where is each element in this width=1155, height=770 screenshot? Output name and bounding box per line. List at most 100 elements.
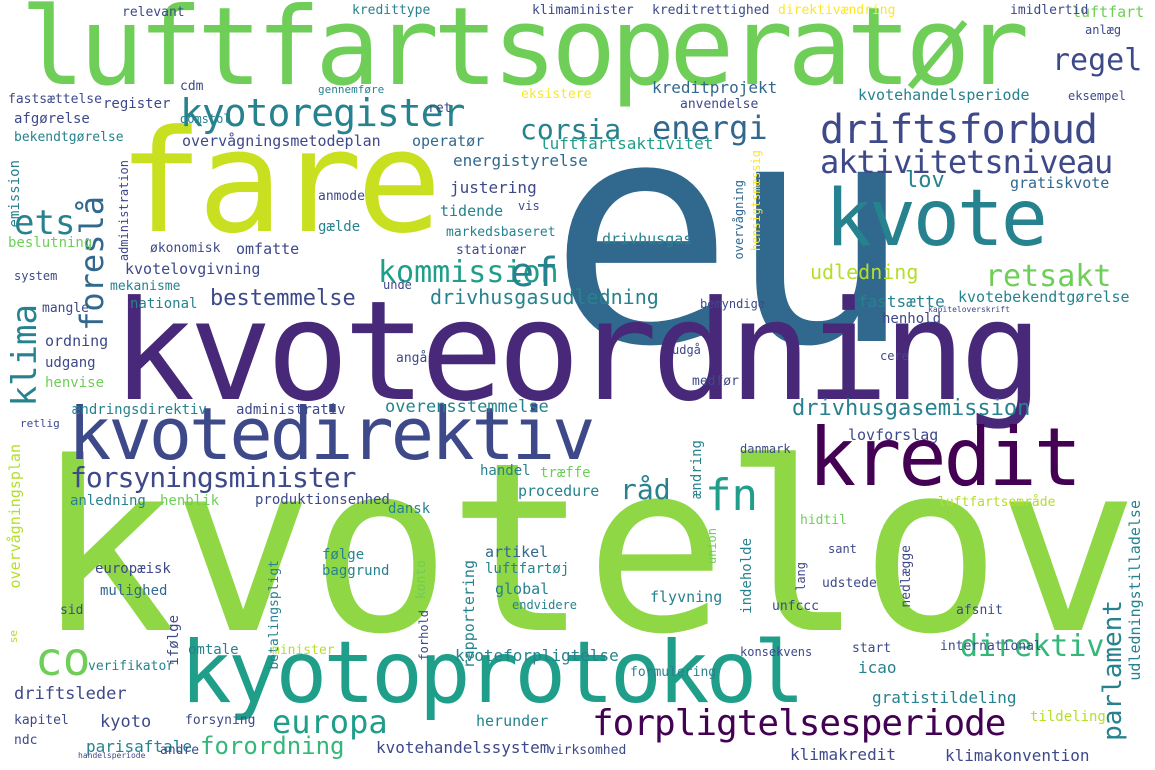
word-ets: ets — [14, 203, 76, 243]
word-kvotelov: kvotelov — [35, 413, 1139, 686]
word-relevant: relevant — [122, 5, 185, 20]
word-overvagningsplan: overvågningsplan — [6, 444, 24, 589]
word-formulering: formulering — [630, 665, 717, 680]
word-beslutning: beslutning — [8, 235, 93, 251]
word-ndc: ndc — [14, 733, 38, 748]
word-aendring: ændring — [689, 440, 705, 500]
word-forhold: forhold — [417, 610, 431, 661]
word-fare: fare — [118, 100, 442, 265]
word-sid: sid — [60, 603, 84, 618]
word-administration: administration — [117, 160, 131, 262]
word-afgorelse: afgørelse — [14, 111, 90, 127]
word-lov: lov — [905, 168, 945, 193]
word-flyvning: flyvning — [650, 588, 723, 606]
word-kvote: kvote — [825, 174, 1048, 264]
word-union: union — [705, 528, 719, 565]
word-folge: følge — [322, 547, 365, 563]
word-produktionsenhed: produktionsenhed — [255, 492, 390, 508]
word-bekendtgorelse: bekendtgørelse — [14, 130, 124, 145]
word-cdm: cdm — [180, 79, 204, 94]
word-handelsperiode: handelsperiode — [78, 751, 146, 760]
word-nedlaegge: nedlægge — [899, 545, 914, 608]
word-overvagning: overvågning — [732, 180, 746, 260]
word-udledningstilladelse: udledningstilladelse — [1126, 500, 1144, 681]
word-retlig: retlig — [20, 417, 60, 430]
word-handel: handel — [480, 463, 531, 479]
word-luftfartsomrade: luftfartsområde — [938, 495, 1056, 510]
word-hidtil: hidtil — [800, 513, 847, 528]
word-medfor: medfør — [692, 374, 739, 389]
word-emission: emission — [7, 160, 23, 228]
word-baggrund: baggrund — [322, 563, 390, 579]
word-gaelde: gælde — [318, 219, 361, 235]
word-unfccc: unfccc — [772, 599, 819, 614]
word-operator: operatør — [412, 132, 485, 150]
word-klimaminister: klimaminister — [532, 3, 634, 18]
word-drivhusgasudledning: drivhusgasudledning — [430, 285, 659, 309]
word-se: se — [7, 630, 20, 644]
word-anmode: anmode — [318, 189, 365, 204]
word-mangle: mangle — [42, 301, 89, 316]
word-okonomisk: økonomisk — [150, 241, 221, 256]
word-udledning: udledning — [810, 260, 919, 284]
word-kapitel: kapitel — [14, 713, 69, 728]
word-parisaftale: parisaftale — [86, 737, 192, 756]
word-kyoto: kyoto — [100, 712, 152, 732]
word-corsia: corsia — [520, 113, 622, 146]
word-ef: ef — [510, 250, 559, 296]
word-bestemmelse: bestemmelse — [210, 286, 356, 311]
word-luftfartsoperator: luftfartsoperatør — [20, 0, 1029, 110]
word-direktiv: direktiv — [960, 629, 1105, 664]
word-eksistere: eksistere — [521, 87, 592, 102]
word-konto: konto — [414, 560, 429, 600]
word-forsyning: forsyning — [185, 713, 256, 728]
word-kreditprojekt: kreditprojekt — [652, 78, 778, 97]
word-gratiskvote: gratiskvote — [1010, 174, 1110, 192]
word-luftfart: luftfart — [1072, 3, 1145, 21]
word-sant: sant — [828, 542, 857, 556]
word-international: international — [940, 639, 1042, 654]
word-eu: eu — [548, 54, 913, 415]
word-driftsforbud: driftsforbud — [820, 107, 1098, 153]
word-artikel: artikel — [485, 543, 549, 561]
word-tidende: tidende — [440, 202, 504, 220]
word-kvotehandelssystem: kvotehandelssystem — [376, 738, 550, 757]
word-cere: cere — [880, 349, 909, 363]
word-klima: klima — [5, 304, 45, 407]
word-global: global — [495, 580, 550, 598]
word-forpligtelsesperiode: forpligtelsesperiode — [592, 703, 1006, 744]
word-fn: fn — [705, 470, 758, 521]
word-co: co — [35, 632, 91, 686]
word-anga: angå — [396, 351, 428, 366]
word-henvise: henvise — [45, 375, 105, 391]
word-udgang: udgang — [45, 355, 96, 371]
word-kvoteforpligtelse: kvoteforpligtelse — [455, 646, 619, 665]
word-anlaeg: anlæg — [1085, 23, 1122, 37]
word-mekanisme: mekanisme — [110, 279, 181, 294]
word-kredittype: kredittype — [352, 3, 431, 18]
word-domstol: domstol — [180, 112, 231, 126]
word-start: start — [852, 641, 892, 656]
word-register: register — [103, 96, 171, 112]
word-europa: europa — [272, 703, 388, 741]
word-kyotoregister: kyotoregister — [180, 91, 465, 135]
word-udga: udgå — [672, 343, 701, 357]
word-anvendelse: anvendelse — [680, 97, 759, 112]
word-rapportering: rapportering — [460, 560, 478, 669]
word-kommission: kommission — [378, 255, 559, 290]
word-kreditrettighed: kreditrettighed — [652, 3, 770, 18]
word-andre: andre — [160, 743, 200, 758]
word-kvotedirektiv: kvotedirektiv — [68, 392, 596, 476]
word-direktivaendring: direktivændring — [778, 3, 896, 18]
word-kvotebekendtgorelse: kvotebekendtgørelse — [958, 288, 1130, 306]
word-kvotehandelsperiode: kvotehandelsperiode — [858, 86, 1030, 104]
word-ordning: ordning — [45, 332, 109, 350]
word-national: national — [130, 296, 198, 312]
word-overensstemmelse: overensstemmelse — [385, 397, 549, 417]
word-klimakredit: klimakredit — [790, 745, 896, 764]
word-danmark: danmark — [740, 442, 791, 456]
word-fastsaette: fastsætte — [858, 292, 945, 311]
word-anledning: anledning — [70, 493, 146, 509]
word-omtale: omtale — [188, 642, 239, 658]
